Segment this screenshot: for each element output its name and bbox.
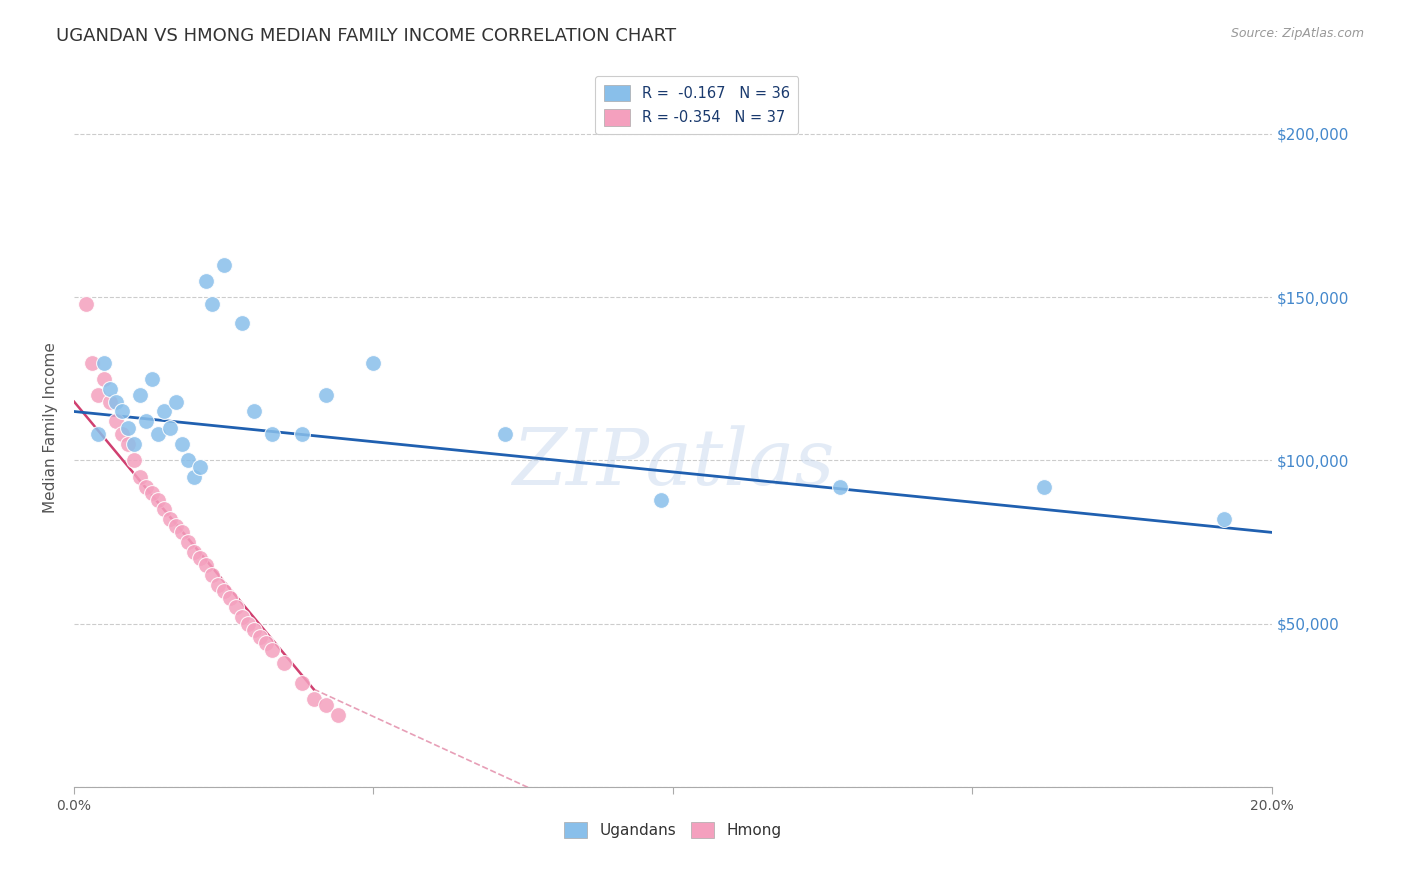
Point: [201, 567, 224, 582]
Point: [75, 296, 97, 310]
Point: [194, 274, 217, 288]
Point: [98, 394, 121, 409]
Point: [207, 577, 229, 591]
Point: [111, 427, 134, 442]
Point: [135, 414, 157, 428]
Point: [260, 427, 283, 442]
Point: [165, 394, 187, 409]
Point: [129, 388, 152, 402]
Point: [254, 636, 277, 650]
Point: [117, 421, 139, 435]
Point: [291, 675, 314, 690]
Point: [225, 600, 247, 615]
Point: [242, 404, 264, 418]
Point: [201, 296, 224, 310]
Point: [326, 708, 349, 723]
Point: [98, 382, 121, 396]
Point: [87, 427, 110, 442]
Point: [183, 545, 205, 559]
Point: [260, 643, 283, 657]
Point: [111, 404, 134, 418]
Text: ZIPatlas: ZIPatlas: [512, 425, 834, 502]
Point: [302, 692, 325, 706]
Point: [177, 453, 200, 467]
Point: [141, 486, 163, 500]
Point: [494, 427, 516, 442]
Point: [194, 558, 217, 572]
Point: [1212, 512, 1234, 526]
Point: [231, 610, 253, 624]
Point: [105, 414, 128, 428]
Point: [170, 437, 193, 451]
Point: [218, 591, 240, 605]
Point: [273, 656, 295, 670]
Point: [363, 355, 385, 369]
Point: [93, 355, 115, 369]
Point: [183, 470, 205, 484]
Y-axis label: Median Family Income: Median Family Income: [44, 343, 58, 513]
Point: [249, 630, 271, 644]
Text: Source: ZipAtlas.com: Source: ZipAtlas.com: [1230, 27, 1364, 40]
Point: [315, 388, 337, 402]
Point: [177, 535, 200, 549]
Point: [153, 404, 176, 418]
Point: [170, 525, 193, 540]
Point: [1033, 480, 1056, 494]
Point: [188, 460, 211, 475]
Legend: Ugandans, Hmong: Ugandans, Hmong: [558, 816, 787, 844]
Point: [129, 470, 152, 484]
Point: [153, 502, 176, 516]
Point: [117, 437, 139, 451]
Point: [165, 518, 187, 533]
Point: [80, 355, 103, 369]
Point: [315, 698, 337, 713]
Point: [231, 316, 253, 330]
Point: [141, 372, 163, 386]
Point: [146, 427, 169, 442]
Point: [122, 437, 145, 451]
Point: [650, 492, 672, 507]
Point: [135, 480, 157, 494]
Point: [87, 388, 110, 402]
Point: [159, 421, 181, 435]
Point: [188, 551, 211, 566]
Point: [212, 584, 235, 599]
Point: [105, 394, 128, 409]
Point: [159, 512, 181, 526]
Point: [146, 492, 169, 507]
Point: [93, 372, 115, 386]
Point: [830, 480, 852, 494]
Point: [236, 616, 259, 631]
Point: [242, 624, 264, 638]
Point: [291, 427, 314, 442]
Point: [212, 258, 235, 272]
Point: [122, 453, 145, 467]
Text: UGANDAN VS HMONG MEDIAN FAMILY INCOME CORRELATION CHART: UGANDAN VS HMONG MEDIAN FAMILY INCOME CO…: [56, 27, 676, 45]
